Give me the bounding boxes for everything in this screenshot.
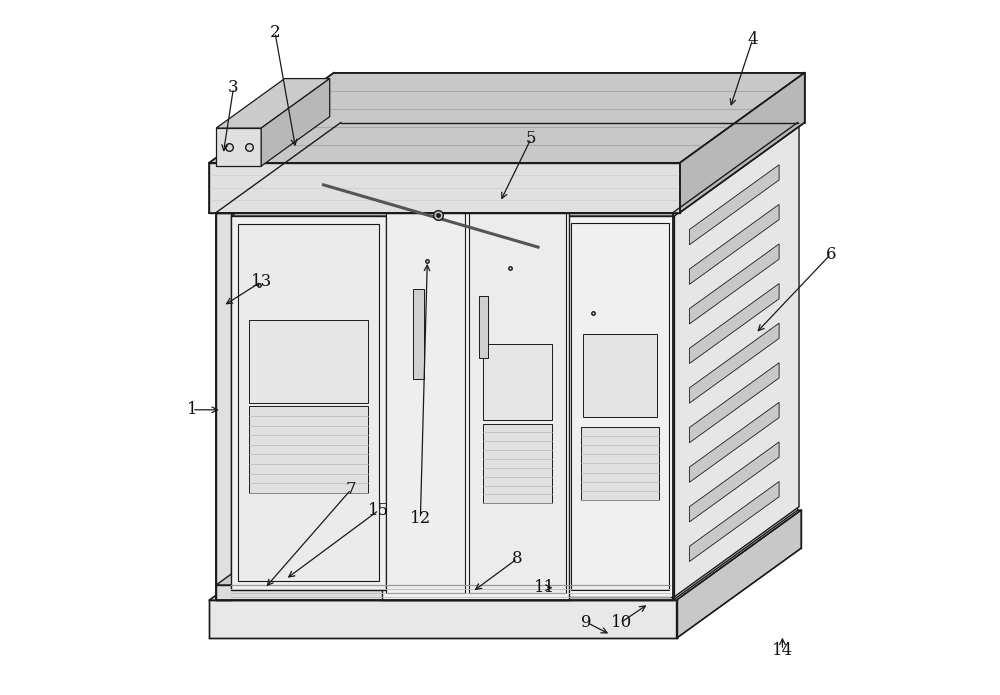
Polygon shape bbox=[689, 204, 779, 284]
Polygon shape bbox=[386, 213, 465, 594]
Polygon shape bbox=[209, 600, 677, 638]
Polygon shape bbox=[483, 424, 552, 503]
Text: 8: 8 bbox=[512, 550, 523, 567]
Polygon shape bbox=[689, 244, 779, 324]
Polygon shape bbox=[581, 427, 659, 500]
Polygon shape bbox=[231, 216, 386, 590]
Polygon shape bbox=[261, 79, 330, 166]
Polygon shape bbox=[571, 223, 669, 590]
Text: 10: 10 bbox=[611, 614, 632, 631]
Text: 6: 6 bbox=[826, 245, 836, 263]
Polygon shape bbox=[216, 122, 341, 600]
Text: 15: 15 bbox=[368, 502, 389, 518]
Polygon shape bbox=[689, 402, 779, 482]
Polygon shape bbox=[238, 224, 379, 582]
Polygon shape bbox=[209, 163, 680, 213]
Polygon shape bbox=[382, 152, 644, 206]
Polygon shape bbox=[216, 79, 330, 128]
Polygon shape bbox=[673, 122, 798, 600]
Polygon shape bbox=[469, 213, 566, 594]
Text: 1: 1 bbox=[187, 401, 197, 418]
Polygon shape bbox=[689, 363, 779, 443]
Polygon shape bbox=[566, 216, 674, 597]
Text: 7: 7 bbox=[346, 481, 356, 498]
Polygon shape bbox=[689, 284, 779, 363]
Polygon shape bbox=[483, 344, 552, 420]
Text: 11: 11 bbox=[534, 579, 556, 596]
Text: 3: 3 bbox=[228, 79, 239, 97]
Text: 9: 9 bbox=[581, 614, 592, 631]
Text: 14: 14 bbox=[772, 641, 793, 658]
Text: 4: 4 bbox=[747, 31, 758, 48]
Polygon shape bbox=[413, 288, 424, 379]
Polygon shape bbox=[249, 407, 368, 493]
Text: 13: 13 bbox=[251, 273, 272, 291]
Polygon shape bbox=[479, 295, 488, 358]
Polygon shape bbox=[677, 510, 801, 638]
Text: 5: 5 bbox=[526, 130, 536, 147]
Polygon shape bbox=[382, 206, 569, 600]
Polygon shape bbox=[680, 73, 805, 213]
Polygon shape bbox=[583, 334, 657, 417]
Text: 2: 2 bbox=[270, 24, 280, 41]
Polygon shape bbox=[249, 320, 368, 403]
Polygon shape bbox=[689, 482, 779, 562]
Polygon shape bbox=[216, 513, 773, 585]
Polygon shape bbox=[209, 73, 805, 163]
Polygon shape bbox=[689, 323, 779, 403]
Polygon shape bbox=[216, 585, 673, 600]
Polygon shape bbox=[566, 126, 799, 216]
Polygon shape bbox=[216, 213, 231, 600]
Polygon shape bbox=[216, 128, 261, 166]
Polygon shape bbox=[209, 510, 801, 600]
Polygon shape bbox=[689, 165, 779, 245]
Text: 12: 12 bbox=[410, 510, 431, 527]
Polygon shape bbox=[674, 126, 799, 597]
Polygon shape bbox=[231, 171, 448, 216]
Polygon shape bbox=[689, 442, 779, 522]
